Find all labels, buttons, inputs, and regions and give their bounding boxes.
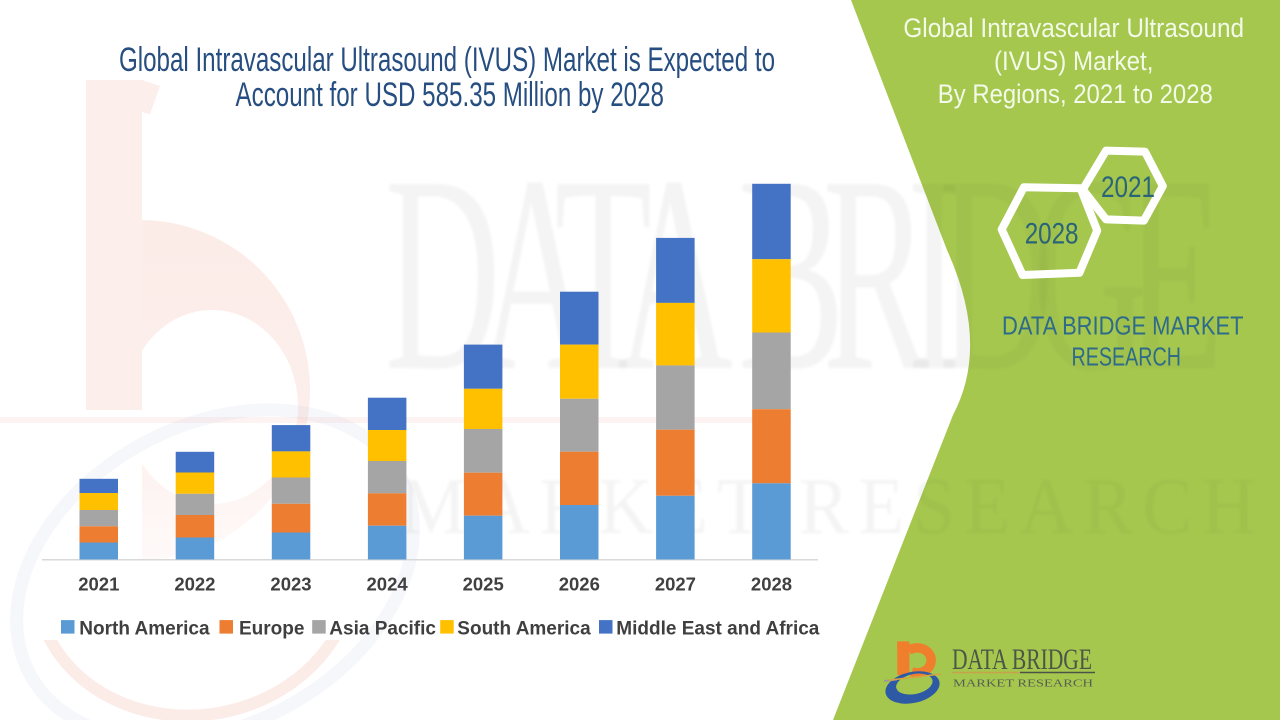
svg-text:2025: 2025 xyxy=(463,574,504,595)
svg-text:DATA BRIDGE MARKET: DATA BRIDGE MARKET xyxy=(1002,311,1244,341)
svg-text:Asia Pacific: Asia Pacific xyxy=(329,619,436,640)
svg-text:By Regions, 2021 to 2028: By Regions, 2021 to 2028 xyxy=(938,79,1213,109)
svg-text:Middle East and Africa: Middle East and Africa xyxy=(616,619,819,640)
svg-text:RESEARCH: RESEARCH xyxy=(1072,342,1182,372)
svg-text:2028: 2028 xyxy=(1025,218,1079,251)
svg-text:Account for USD 585.35 Million: Account for USD 585.35 Million by 2028 xyxy=(236,76,665,114)
svg-text:North America: North America xyxy=(79,619,210,640)
svg-text:Europe: Europe xyxy=(239,619,304,640)
svg-text:2021: 2021 xyxy=(78,574,119,595)
svg-text:South America: South America xyxy=(457,619,591,640)
svg-text:DATA BRIDGE: DATA BRIDGE xyxy=(952,643,1092,676)
svg-text:2027: 2027 xyxy=(655,574,696,595)
svg-text:Global Intravascular Ultrasoun: Global Intravascular Ultrasound xyxy=(903,13,1244,43)
svg-text:MARKET RESEARCH: MARKET RESEARCH xyxy=(953,678,1093,690)
svg-text:2028: 2028 xyxy=(751,574,792,595)
svg-text:2026: 2026 xyxy=(559,574,600,595)
svg-text:(IVUS) Market,: (IVUS) Market, xyxy=(994,46,1153,76)
svg-text:2021: 2021 xyxy=(1101,171,1155,204)
svg-text:2024: 2024 xyxy=(367,574,409,595)
svg-text:Global Intravascular Ultrasoun: Global Intravascular Ultrasound (IVUS) M… xyxy=(119,41,775,79)
svg-text:2022: 2022 xyxy=(174,574,215,595)
svg-text:2023: 2023 xyxy=(270,574,311,595)
